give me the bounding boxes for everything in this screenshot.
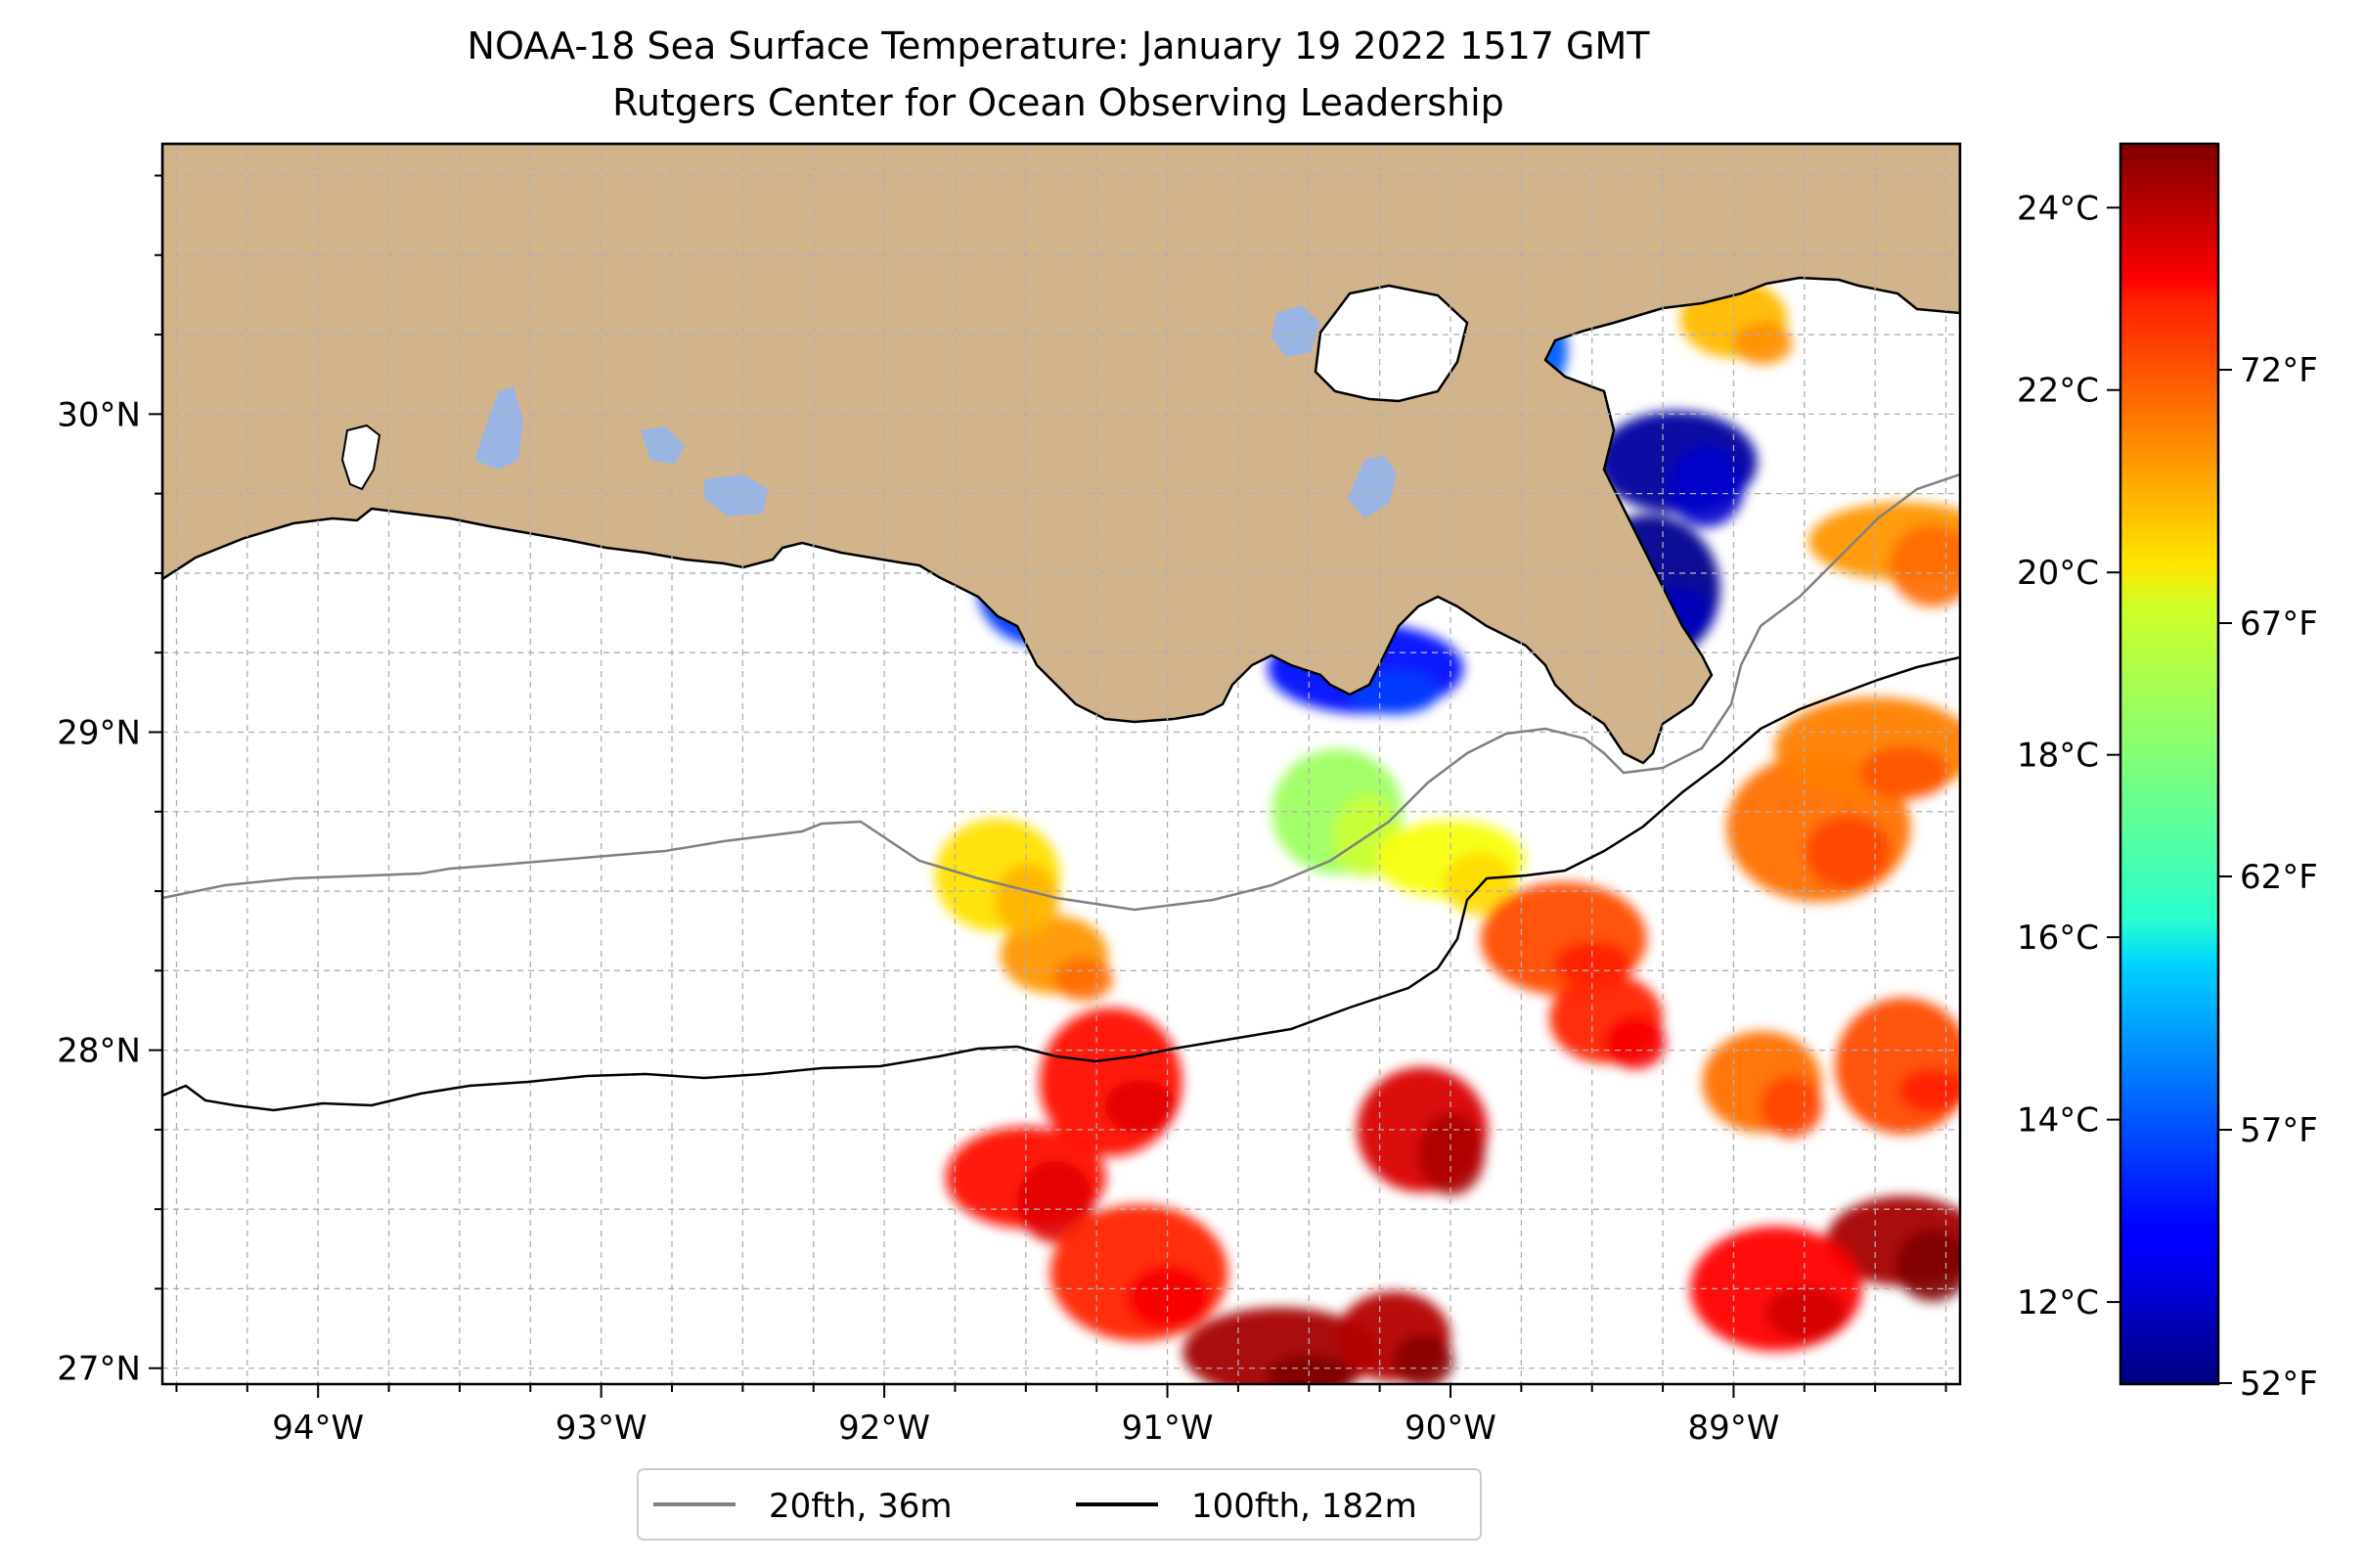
colorbar: 12°C 14°C 16°C 18°C 20°C 22°C 24°C 52°F 57°F 62°… <box>2017 142 2318 1404</box>
colorbar-c-label: 24°C <box>2017 189 2099 228</box>
inland-water-2 <box>641 426 685 465</box>
sst-patch <box>1890 524 1960 607</box>
lat-tick-label: 27°N <box>57 1350 141 1389</box>
sst-patch <box>1835 997 1960 1135</box>
lon-tick-label: 90°W <box>1405 1409 1496 1448</box>
colorbar-c-label: 20°C <box>2017 554 2099 593</box>
sst-patch <box>1104 1080 1176 1134</box>
sst-patch <box>1053 958 1113 1002</box>
sst-patch <box>1806 816 1891 889</box>
legend: 20fth, 36m 100fth, 182m <box>637 1468 1482 1541</box>
title-line-1: NOAA-18 Sea Surface Temperature: January… <box>468 24 1651 67</box>
colorbar-gradient <box>2119 142 2220 1386</box>
sst-patch <box>1351 671 1440 715</box>
sst-patch <box>1049 1204 1228 1342</box>
title-line-2: Rutgers Center for Ocean Observing Leade… <box>612 81 1504 124</box>
sst-patch <box>1896 1229 1960 1302</box>
colorbar-c-label: 18°C <box>2017 737 2099 776</box>
colorbar-c-label: 12°C <box>2017 1283 2099 1322</box>
colorbar-f-label: 67°F <box>2240 605 2318 644</box>
sst-patch <box>1859 745 1950 799</box>
sst-patch <box>1016 1160 1093 1243</box>
longitude-ticks: 94°W 93°W 92°W 91°W 90°W 89°W <box>175 1384 1947 1448</box>
colorbar-celsius-ticks: 12°C 14°C 16°C 18°C 20°C 22°C 24°C <box>2017 189 2120 1322</box>
sst-patch <box>994 863 1059 936</box>
lon-tick-label: 89°W <box>1687 1409 1779 1448</box>
map-frame <box>160 142 1962 1386</box>
lon-tick-label: 94°W <box>272 1409 364 1448</box>
lake <box>1314 284 1469 403</box>
legend-label-100fth: 100fth, 182m <box>1191 1487 1417 1526</box>
sst-patch <box>1764 1286 1846 1340</box>
legend-box <box>637 1468 1482 1541</box>
isobath-20fth <box>162 472 1960 912</box>
lat-tick-label: 28°N <box>57 1032 141 1071</box>
lat-tick-label: 30°N <box>57 395 141 434</box>
inland-water-4 <box>1272 305 1320 357</box>
sst-patch <box>1760 1075 1823 1139</box>
lon-tick-label: 91°W <box>1122 1409 1214 1448</box>
sst-patch <box>1605 1016 1667 1070</box>
sst-patch <box>1898 1068 1960 1112</box>
sst-patch <box>1443 852 1516 916</box>
isobath-100fth <box>162 655 1960 1112</box>
gridlines <box>162 144 1960 1384</box>
map-area <box>162 144 1960 1384</box>
inland-water-5 <box>1348 455 1397 518</box>
sst-patch <box>1127 1266 1210 1329</box>
lon-tick-label: 93°W <box>556 1409 647 1448</box>
lake-small-west <box>340 424 381 491</box>
latitude-ticks: 27°N 28°N 29°N 30°N <box>57 174 162 1389</box>
sst-patch <box>1266 1355 1355 1384</box>
sst-patch <box>1418 1112 1486 1195</box>
land <box>162 144 1960 765</box>
colorbar-fahrenheit-ticks: 52°F 57°F 62°F 67°F 72°F <box>2218 351 2318 1404</box>
sst-patch <box>1668 445 1745 528</box>
colorbar-f-label: 62°F <box>2240 858 2318 897</box>
sst-patch <box>1393 1334 1454 1384</box>
sst-patch <box>1733 321 1793 365</box>
colorbar-c-label: 22°C <box>2017 372 2099 411</box>
colorbar-c-label: 14°C <box>2017 1101 2099 1141</box>
inland-water-1 <box>474 386 523 470</box>
inland-water-3 <box>704 474 768 516</box>
lat-tick-label: 29°N <box>57 713 141 752</box>
colorbar-f-label: 52°F <box>2240 1365 2318 1404</box>
legend-label-20fth: 20fth, 36m <box>769 1487 953 1526</box>
colorbar-c-label: 16°C <box>2017 918 2099 958</box>
lon-tick-label: 92°W <box>838 1409 930 1448</box>
colorbar-f-label: 57°F <box>2240 1111 2318 1150</box>
colorbar-f-label: 72°F <box>2240 351 2318 390</box>
